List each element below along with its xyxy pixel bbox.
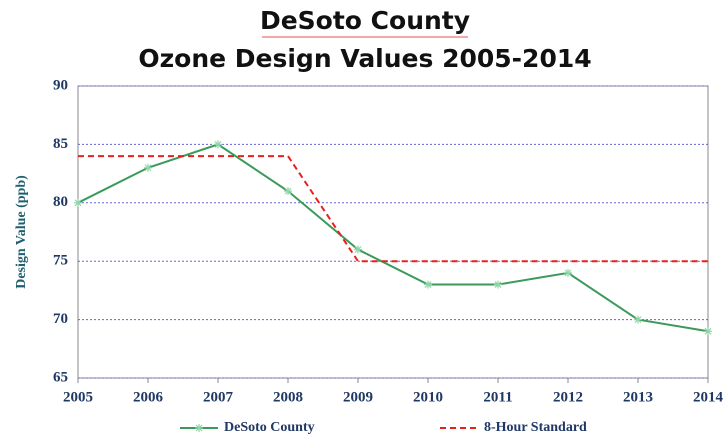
y-axis-label: Design Value (ppb) xyxy=(14,175,29,289)
x-tick-label: 2014 xyxy=(693,389,724,405)
x-tick-label: 2006 xyxy=(133,389,164,405)
data-point-stroke xyxy=(494,281,502,288)
y-tick-label: 80 xyxy=(53,194,68,210)
data-point-stroke xyxy=(74,199,82,207)
data-point xyxy=(424,280,432,289)
data-point xyxy=(354,245,362,254)
x-tick-label: 2009 xyxy=(343,389,373,405)
x-tick-label: 2010 xyxy=(413,389,443,405)
data-point xyxy=(494,280,502,289)
x-tick-label: 2005 xyxy=(63,389,93,405)
series-line xyxy=(77,143,709,333)
data-point-stroke xyxy=(214,140,222,148)
data-point xyxy=(74,198,82,207)
chart-title: Ozone Design Values 2005-2014 xyxy=(138,44,591,73)
series-line xyxy=(78,155,708,263)
plot-area xyxy=(77,85,709,379)
x-tick-label: 2011 xyxy=(483,389,512,405)
legend-label: 8-Hour Standard xyxy=(484,420,587,435)
legend-marker xyxy=(195,424,203,432)
x-tick-label: 2008 xyxy=(273,389,303,405)
y-tick-label: 65 xyxy=(53,369,68,385)
data-point xyxy=(214,140,222,149)
data-point-stroke xyxy=(424,281,432,288)
x-tick-label: 2007 xyxy=(203,389,234,405)
x-tick-label: 2013 xyxy=(623,389,653,405)
data-point xyxy=(704,327,712,336)
legend-marker-stroke xyxy=(195,424,203,432)
legend-label: DeSoto County xyxy=(224,420,315,435)
y-tick-label: 70 xyxy=(53,311,68,327)
data-point-stroke xyxy=(284,187,292,195)
data-point-stroke xyxy=(354,246,362,253)
y-tick-label: 75 xyxy=(53,253,68,269)
chart-title: DeSoto County xyxy=(260,6,470,35)
data-point xyxy=(634,315,642,324)
data-point-stroke xyxy=(564,269,572,277)
data-point xyxy=(144,163,152,172)
data-point xyxy=(284,187,292,196)
x-tick-label: 2012 xyxy=(553,389,583,405)
y-tick-label: 90 xyxy=(53,77,68,93)
data-point-stroke xyxy=(704,327,712,335)
y-tick-label: 85 xyxy=(53,136,68,152)
data-point-stroke xyxy=(144,164,152,172)
data-point xyxy=(564,268,572,277)
data-point-stroke xyxy=(634,316,642,324)
